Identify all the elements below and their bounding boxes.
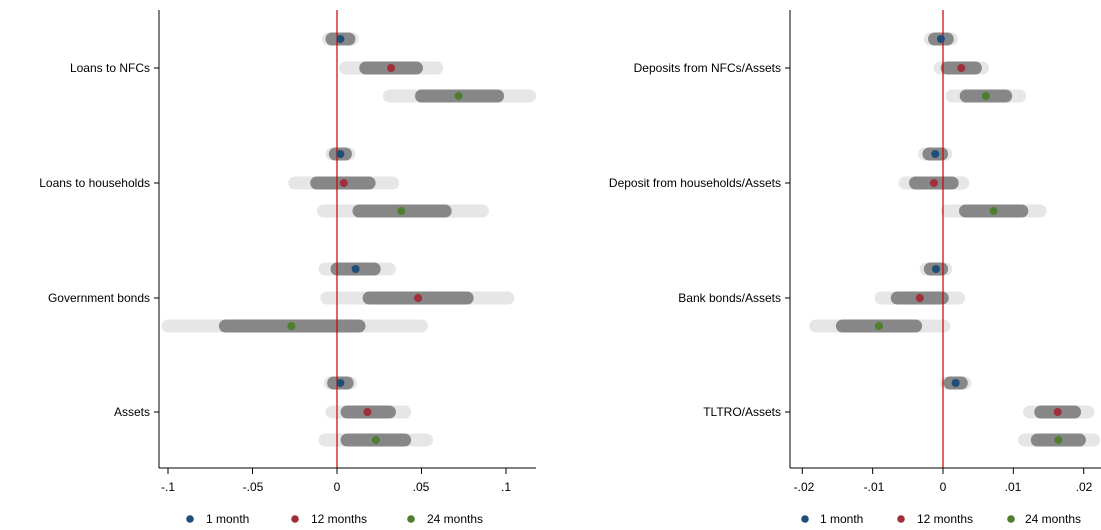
- left-category-label: Government bonds: [48, 291, 150, 305]
- left-category-label: Loans to NFCs: [70, 61, 150, 75]
- right-x-tick-label: -.01: [864, 480, 885, 494]
- right-x-ticks: -.02 -.01 0 .01 .02: [794, 480, 1093, 494]
- legend-marker-12-months: [291, 515, 299, 523]
- left-marks: [161, 10, 537, 468]
- point-estimate: [951, 379, 960, 387]
- legend-marker-24-months: [407, 515, 415, 523]
- point-estimate: [397, 207, 406, 215]
- point-estimate: [915, 294, 924, 302]
- legend-marker-24-months: [1007, 515, 1015, 523]
- point-estimate: [336, 150, 345, 158]
- point-estimate: [371, 436, 380, 444]
- point-estimate: [287, 322, 296, 330]
- left-x-tick-label: 0: [334, 480, 341, 494]
- legend-label: 24 months: [427, 512, 483, 526]
- point-estimate: [936, 35, 945, 43]
- legend-label: 24 months: [1025, 512, 1081, 526]
- legend-marker-1-month: [801, 515, 809, 523]
- point-estimate: [414, 294, 423, 302]
- right-marks: [809, 10, 1101, 468]
- left-x-tick-label: -.1: [161, 480, 175, 494]
- left-x-tick-label: .1: [501, 480, 511, 494]
- legend-label: 1 month: [820, 512, 863, 526]
- point-estimate: [874, 322, 883, 330]
- point-estimate: [351, 265, 360, 273]
- right-x-tick-label: .02: [1076, 480, 1093, 494]
- right-category-label: Deposit from households/Assets: [609, 176, 781, 190]
- point-estimate: [336, 35, 345, 43]
- point-estimate: [1053, 408, 1062, 416]
- legend-label: 12 months: [917, 512, 973, 526]
- point-estimate: [957, 64, 966, 72]
- left-x-ticks: -.1 -.05 0 .05 .1: [161, 480, 511, 494]
- point-estimate: [336, 379, 345, 387]
- point-estimate: [387, 64, 396, 72]
- legend-label: 12 months: [311, 512, 367, 526]
- point-estimate: [454, 92, 463, 100]
- left-category-label: Loans to households: [39, 176, 150, 190]
- left-x-tick-label: -.05: [243, 480, 264, 494]
- point-estimate: [1054, 436, 1063, 444]
- point-estimate: [931, 150, 940, 158]
- left-legend: 1 month 12 months 24 months: [186, 512, 483, 526]
- right-x-tick-label: -.02: [794, 480, 815, 494]
- point-estimate: [363, 408, 372, 416]
- legend-marker-12-months: [897, 515, 905, 523]
- right-category-label: TLTRO/Assets: [703, 405, 781, 419]
- right-category-labels: Deposits from NFCs/Assets Deposit from h…: [609, 61, 781, 419]
- right-panel: Deposits from NFCs/Assets Deposit from h…: [609, 10, 1101, 526]
- left-category-label: Assets: [114, 405, 150, 419]
- point-estimate: [929, 179, 938, 187]
- left-x-tick-label: .05: [413, 480, 430, 494]
- point-estimate: [981, 92, 990, 100]
- right-legend: 1 month 12 months 24 months: [801, 512, 1081, 526]
- point-estimate: [989, 207, 998, 215]
- point-estimate: [339, 179, 348, 187]
- right-category-label: Deposits from NFCs/Assets: [634, 61, 781, 75]
- left-panel: Loans to NFCs Loans to households Govern…: [39, 10, 537, 526]
- legend-label: 1 month: [206, 512, 249, 526]
- legend-marker-1-month: [186, 515, 194, 523]
- point-estimate: [931, 265, 940, 273]
- left-category-labels: Loans to NFCs Loans to households Govern…: [39, 61, 150, 419]
- right-x-tick-label: 0: [940, 480, 947, 494]
- right-x-tick-label: .01: [1005, 480, 1022, 494]
- right-category-label: Bank bonds/Assets: [678, 291, 781, 305]
